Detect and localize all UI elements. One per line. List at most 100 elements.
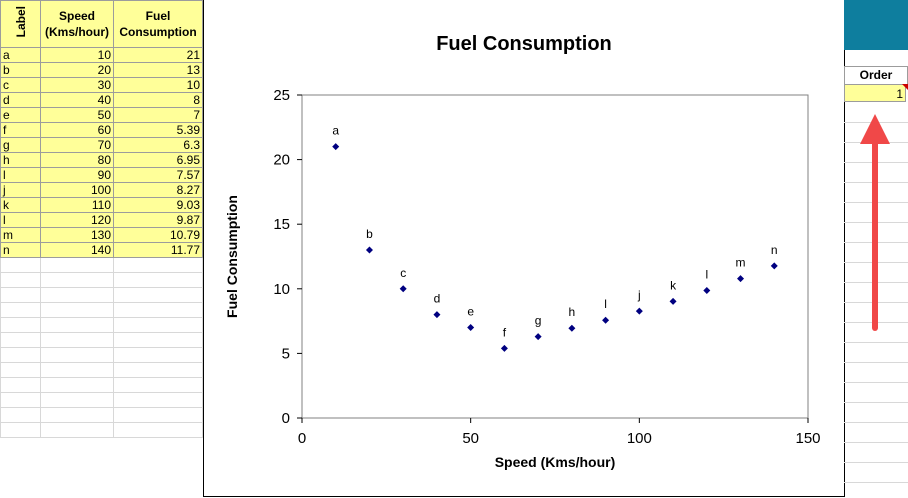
header-fuel-cell[interactable]: Fuel Consumption: [113, 0, 203, 48]
cell-fuel[interactable]: 9.03: [113, 197, 203, 213]
cell-speed[interactable]: 40: [40, 92, 114, 108]
empty-cell[interactable]: [113, 287, 203, 303]
empty-cell[interactable]: [113, 257, 203, 273]
data-label: m: [736, 256, 746, 270]
cell-fuel[interactable]: 6.95: [113, 152, 203, 168]
empty-cell[interactable]: [40, 272, 114, 288]
empty-row: [0, 362, 203, 378]
empty-cell[interactable]: [113, 302, 203, 318]
empty-cell[interactable]: [40, 347, 114, 363]
empty-cell[interactable]: [40, 332, 114, 348]
data-label: g: [535, 314, 542, 328]
cell-fuel[interactable]: 9.87: [113, 212, 203, 228]
empty-cell[interactable]: [0, 422, 41, 438]
grid-line: [844, 402, 908, 403]
cell-speed[interactable]: 130: [40, 227, 114, 243]
cell-label[interactable]: l: [0, 212, 41, 228]
empty-cell[interactable]: [40, 422, 114, 438]
empty-cell[interactable]: [113, 377, 203, 393]
cell-fuel[interactable]: 13: [113, 62, 203, 78]
empty-cell[interactable]: [40, 302, 114, 318]
empty-cell[interactable]: [0, 377, 41, 393]
cell-fuel[interactable]: 6.3: [113, 137, 203, 153]
cell-fuel[interactable]: 10: [113, 77, 203, 93]
cell-speed[interactable]: 120: [40, 212, 114, 228]
empty-cell[interactable]: [0, 392, 41, 408]
empty-cell[interactable]: [0, 362, 41, 378]
empty-cell[interactable]: [113, 422, 203, 438]
data-label: a: [332, 124, 339, 138]
order-header[interactable]: Order: [844, 66, 908, 85]
data-label: j: [637, 288, 641, 302]
cell-fuel[interactable]: 5.39: [113, 122, 203, 138]
cell-fuel[interactable]: 10.79: [113, 227, 203, 243]
cell-label[interactable]: l: [0, 167, 41, 183]
chart-area[interactable]: Fuel Consumption 0 5 10 15 20 25 0 50 100 150 Spee…: [203, 0, 845, 497]
empty-cell[interactable]: [40, 377, 114, 393]
cell-fuel[interactable]: 21: [113, 47, 203, 63]
cell-speed[interactable]: 20: [40, 62, 114, 78]
cell-fuel[interactable]: 8: [113, 92, 203, 108]
order-value-cell[interactable]: 1: [844, 84, 906, 102]
cell-speed[interactable]: 10: [40, 47, 114, 63]
x-tick-label: 150: [795, 430, 820, 447]
empty-cell[interactable]: [0, 332, 41, 348]
cell-label[interactable]: n: [0, 242, 41, 258]
data-label: n: [771, 243, 778, 257]
cell-label[interactable]: d: [0, 92, 41, 108]
cell-label[interactable]: f: [0, 122, 41, 138]
empty-cell[interactable]: [40, 407, 114, 423]
empty-cell[interactable]: [0, 347, 41, 363]
empty-cell[interactable]: [0, 407, 41, 423]
cell-speed[interactable]: 60: [40, 122, 114, 138]
cell-speed[interactable]: 50: [40, 107, 114, 123]
cell-speed[interactable]: 90: [40, 167, 114, 183]
empty-cell[interactable]: [113, 317, 203, 333]
empty-cell[interactable]: [113, 362, 203, 378]
cell-label[interactable]: m: [0, 227, 41, 243]
data-point: [365, 246, 373, 254]
cell-label[interactable]: h: [0, 152, 41, 168]
cell-speed[interactable]: 30: [40, 77, 114, 93]
data-point: [770, 262, 778, 270]
cell-label[interactable]: a: [0, 47, 41, 63]
data-point: [669, 297, 677, 305]
table-row: l 90 7.57: [0, 167, 203, 183]
empty-cell[interactable]: [0, 257, 41, 273]
empty-cell[interactable]: [40, 287, 114, 303]
empty-cell[interactable]: [0, 287, 41, 303]
cell-label[interactable]: e: [0, 107, 41, 123]
data-point: [433, 311, 441, 319]
empty-cell[interactable]: [113, 347, 203, 363]
empty-cell[interactable]: [40, 257, 114, 273]
header-speed-cell[interactable]: Speed (Kms/hour): [40, 0, 114, 48]
cell-speed[interactable]: 140: [40, 242, 114, 258]
cell-label[interactable]: c: [0, 77, 41, 93]
x-tick-label: 100: [627, 430, 652, 447]
data-point: [467, 324, 475, 332]
empty-cell[interactable]: [0, 317, 41, 333]
cell-fuel[interactable]: 7.57: [113, 167, 203, 183]
data-label: f: [503, 325, 507, 339]
cell-speed[interactable]: 110: [40, 197, 114, 213]
cell-label[interactable]: j: [0, 182, 41, 198]
empty-cell[interactable]: [40, 317, 114, 333]
cell-fuel[interactable]: 7: [113, 107, 203, 123]
cell-label[interactable]: b: [0, 62, 41, 78]
empty-cell[interactable]: [0, 272, 41, 288]
empty-cell[interactable]: [113, 407, 203, 423]
header-label-cell[interactable]: Label: [0, 0, 41, 48]
cell-speed[interactable]: 70: [40, 137, 114, 153]
cell-label[interactable]: k: [0, 197, 41, 213]
cell-fuel[interactable]: 11.77: [113, 242, 203, 258]
cell-speed[interactable]: 100: [40, 182, 114, 198]
empty-cell[interactable]: [113, 392, 203, 408]
empty-cell[interactable]: [0, 302, 41, 318]
cell-speed[interactable]: 80: [40, 152, 114, 168]
cell-fuel[interactable]: 8.27: [113, 182, 203, 198]
empty-cell[interactable]: [113, 272, 203, 288]
cell-label[interactable]: g: [0, 137, 41, 153]
empty-cell[interactable]: [113, 332, 203, 348]
empty-cell[interactable]: [40, 362, 114, 378]
empty-cell[interactable]: [40, 392, 114, 408]
